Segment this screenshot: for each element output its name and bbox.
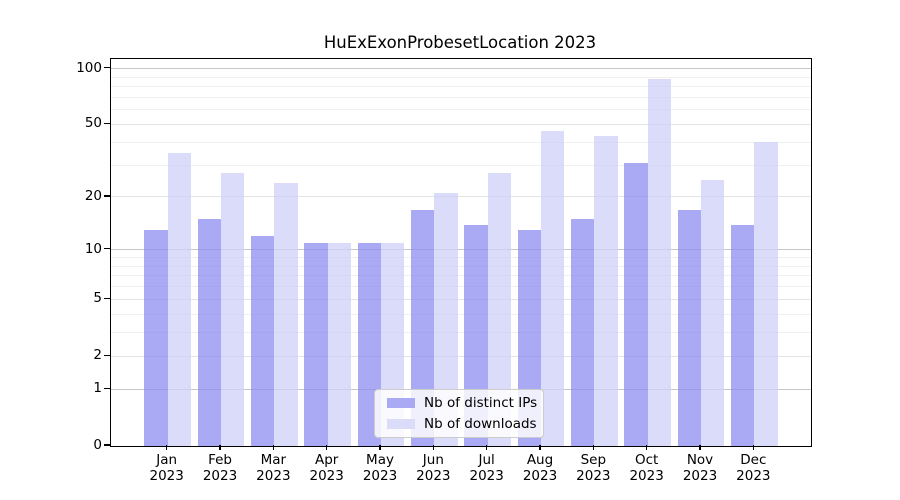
x-tick-jul — [486, 445, 488, 450]
x-tick-dec — [752, 445, 754, 450]
y-tick-label-5: 5 — [93, 290, 102, 307]
legend-label-downloads: Nb of downloads — [424, 415, 537, 432]
x-tick-label-nov: Nov 2023 — [682, 452, 718, 484]
x-tick-sep — [592, 445, 594, 450]
gridline-60 — [111, 109, 811, 111]
bar-nov-downloads — [701, 179, 725, 446]
gridline-10 — [111, 249, 811, 251]
y-tick-label-2: 2 — [93, 347, 102, 364]
y-tick-label-1: 1 — [93, 380, 102, 397]
x-tick-label-jan: Jan 2023 — [149, 452, 184, 484]
x-tick-label-mar: Mar 2023 — [256, 452, 291, 484]
x-tick-nov — [699, 445, 701, 450]
plot-area: Nb of distinct IPs Nb of downloads — [110, 58, 812, 447]
y-tick-label-20: 20 — [84, 187, 102, 204]
legend-entry-downloads: Nb of downloads — [383, 415, 537, 433]
bar-jan-distinct-ips — [144, 230, 168, 446]
bar-nov-distinct-ips — [677, 209, 701, 446]
bar-apr-downloads — [327, 242, 352, 446]
gridline-30 — [111, 164, 811, 166]
legend-entry-distinct-ips: Nb of distinct IPs — [383, 394, 538, 412]
y-tick-label-100: 100 — [76, 59, 102, 76]
x-tick-feb — [219, 445, 221, 450]
legend-label-distinct-ips: Nb of distinct IPs — [424, 394, 538, 411]
x-tick-label-dec: Dec 2023 — [736, 452, 771, 484]
x-tick-apr — [326, 445, 328, 450]
y-tick-1 — [104, 387, 110, 389]
x-tick-label-apr: Apr 2023 — [309, 452, 344, 484]
bar-sep-distinct-ips — [570, 219, 595, 446]
y-tick-5 — [104, 297, 110, 300]
gridline-4 — [111, 313, 811, 315]
gridline-70 — [111, 96, 811, 98]
y-tick-label-10: 10 — [84, 240, 102, 257]
x-tick-jan — [166, 445, 168, 450]
bar-jun-distinct-ips — [410, 209, 435, 446]
x-tick-aug — [539, 445, 541, 450]
y-tick-100 — [104, 66, 110, 69]
gridline-80 — [111, 86, 811, 88]
x-tick-label-jul: Jul 2023 — [469, 452, 504, 484]
gridline-5 — [111, 298, 811, 300]
x-tick-oct — [646, 445, 648, 450]
legend: Nb of distinct IPs Nb of downloads — [374, 389, 544, 438]
bar-mar-downloads — [274, 182, 298, 446]
y-tick-50 — [104, 122, 110, 124]
gridline-2 — [111, 355, 811, 357]
y-tick-label-0: 0 — [93, 437, 102, 453]
gridline-100 — [111, 68, 811, 70]
x-tick-may — [379, 445, 381, 450]
y-tick-0 — [104, 444, 110, 446]
gridline-7 — [111, 275, 811, 277]
bar-aug-downloads — [541, 131, 565, 446]
x-tick-mar — [272, 445, 274, 450]
bar-oct-downloads — [647, 78, 672, 446]
bar-sep-downloads — [594, 136, 618, 446]
y-tick-20 — [104, 195, 110, 197]
legend-swatch-distinct-ips — [387, 398, 415, 408]
bar-jun-downloads — [434, 193, 458, 446]
y-tick-10 — [104, 248, 110, 250]
legend-swatch-downloads — [387, 419, 415, 429]
gridline-50 — [111, 123, 811, 125]
bar-feb-distinct-ips — [197, 219, 222, 446]
bar-jan-downloads — [167, 152, 192, 446]
bar-feb-downloads — [221, 173, 245, 446]
gridline-90 — [111, 76, 811, 78]
x-tick-label-may: May 2023 — [362, 452, 398, 484]
gridline-40 — [111, 141, 811, 143]
y-tick-label-50: 50 — [84, 115, 102, 132]
x-tick-jun — [432, 445, 434, 450]
gridline-20 — [111, 196, 811, 198]
gridline-3 — [111, 332, 811, 334]
bar-oct-distinct-ips — [624, 162, 648, 446]
bar-mar-distinct-ips — [250, 236, 275, 446]
x-tick-label-aug: Aug 2023 — [522, 452, 558, 484]
gridline-9 — [111, 257, 811, 259]
bar-dec-distinct-ips — [730, 224, 755, 446]
y-tick-2 — [104, 354, 110, 356]
bar-dec-downloads — [754, 142, 778, 446]
x-tick-label-oct: Oct 2023 — [629, 452, 664, 484]
bar-apr-distinct-ips — [304, 242, 328, 446]
x-tick-label-jun: Jun 2023 — [416, 452, 451, 484]
bar-jul-downloads — [487, 173, 512, 446]
chart-title: HuExExonProbesetLocation 2023 — [323, 33, 597, 52]
x-tick-label-feb: Feb 2023 — [202, 452, 238, 484]
x-tick-label-sep: Sep 2023 — [576, 452, 611, 484]
gridline-8 — [111, 265, 811, 267]
gridline-6 — [111, 286, 811, 288]
